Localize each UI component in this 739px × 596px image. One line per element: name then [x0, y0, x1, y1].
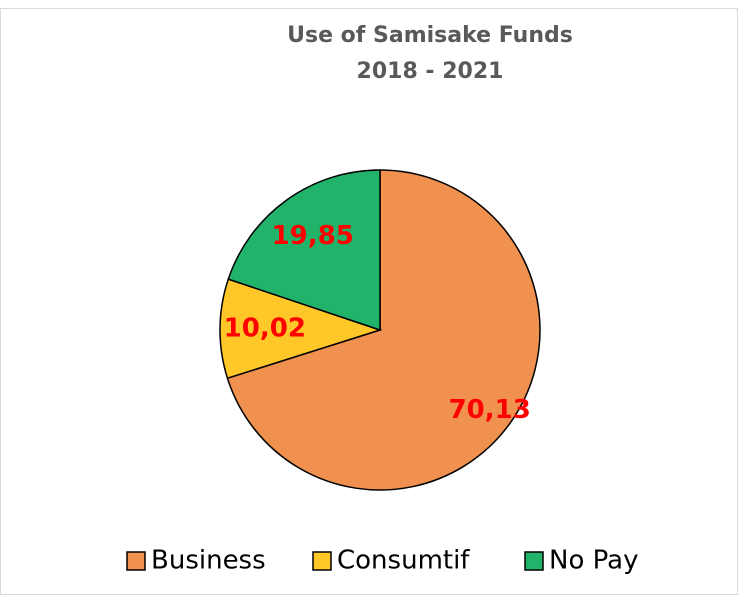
pie-slice [219, 278, 383, 380]
chart-subtitle: 2018 - 2021 [357, 59, 504, 84]
legend-swatch [126, 551, 146, 571]
value-label: 70,13 [449, 395, 531, 425]
legend-label: Consumtif [337, 546, 470, 576]
chart-title: Use of Samisake Funds [287, 23, 573, 48]
legend-swatch [312, 551, 332, 571]
legend-label: No Pay [549, 546, 638, 576]
chart-border [0, 8, 738, 595]
value-label: 19,85 [272, 221, 354, 251]
legend-swatch [524, 551, 544, 571]
pie-slice [226, 169, 541, 491]
pie-slice [227, 169, 381, 332]
legend-label: Business [151, 546, 266, 576]
value-label: 10,02 [224, 313, 306, 343]
